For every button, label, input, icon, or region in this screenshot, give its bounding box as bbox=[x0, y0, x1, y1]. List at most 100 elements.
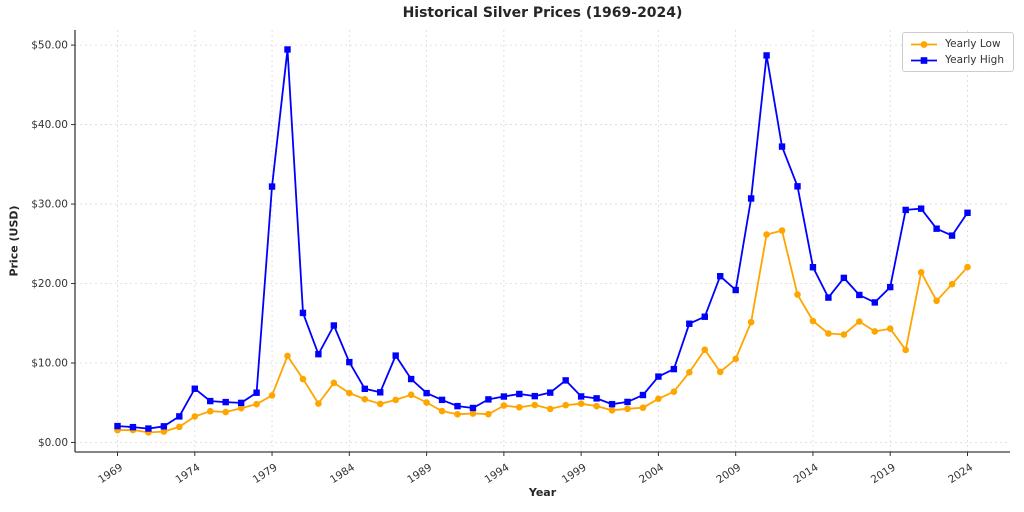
data-point bbox=[886, 325, 894, 332]
y-tick-label: $0.00 bbox=[38, 437, 68, 449]
data-point bbox=[902, 206, 909, 214]
line-square-marker-icon bbox=[911, 56, 938, 64]
data-point bbox=[268, 392, 276, 399]
data-point bbox=[717, 273, 724, 280]
data-point bbox=[485, 410, 492, 418]
data-point bbox=[670, 388, 678, 395]
x-tick-label: 1999 bbox=[560, 461, 589, 486]
data-point bbox=[547, 389, 554, 396]
data-point bbox=[593, 395, 600, 402]
chart-title: Historical Silver Prices (1969-2024) bbox=[402, 5, 683, 21]
data-point bbox=[747, 318, 755, 326]
data-point bbox=[176, 413, 183, 420]
x-tick-label: 1969 bbox=[96, 461, 125, 486]
data-point bbox=[330, 379, 338, 387]
data-point bbox=[686, 320, 693, 327]
data-point bbox=[160, 423, 168, 430]
data-point bbox=[562, 401, 569, 409]
data-point bbox=[686, 368, 693, 376]
data-point bbox=[624, 398, 631, 406]
data-point bbox=[438, 396, 446, 404]
data-point bbox=[207, 397, 214, 405]
data-point bbox=[716, 368, 724, 376]
data-point bbox=[377, 389, 384, 396]
data-point bbox=[701, 313, 708, 320]
data-point bbox=[454, 410, 461, 418]
data-point bbox=[454, 402, 461, 410]
x-tick-label: 1974 bbox=[173, 461, 202, 486]
data-point bbox=[114, 422, 121, 430]
data-point bbox=[299, 309, 307, 317]
data-point bbox=[485, 396, 492, 403]
data-point bbox=[809, 264, 817, 271]
legend-item-yearly-high: Yearly High bbox=[910, 54, 1004, 66]
data-point bbox=[608, 400, 616, 408]
data-point bbox=[129, 423, 137, 431]
data-point bbox=[407, 375, 415, 383]
data-point bbox=[531, 401, 539, 409]
data-point bbox=[469, 404, 477, 412]
data-point bbox=[237, 404, 245, 412]
data-point bbox=[701, 346, 709, 354]
data-point bbox=[593, 402, 600, 410]
data-point bbox=[933, 225, 940, 232]
data-point bbox=[964, 209, 971, 216]
data-point bbox=[917, 205, 925, 212]
legend: Yearly Low Yearly High bbox=[902, 32, 1014, 72]
data-point bbox=[376, 400, 384, 408]
data-point bbox=[222, 398, 229, 406]
x-tick-label: 2019 bbox=[869, 461, 898, 486]
data-point bbox=[500, 393, 508, 400]
data-point bbox=[809, 317, 817, 325]
data-point bbox=[191, 385, 198, 392]
data-point bbox=[577, 393, 585, 400]
data-point bbox=[655, 395, 662, 403]
y-tick-label: $30.00 bbox=[31, 199, 68, 211]
data-point bbox=[237, 399, 245, 407]
data-point bbox=[191, 413, 199, 420]
data-point bbox=[871, 299, 878, 306]
data-point bbox=[160, 428, 168, 435]
data-point bbox=[608, 406, 616, 414]
series-line bbox=[117, 229, 969, 434]
data-point bbox=[346, 358, 353, 366]
legend-item-yearly-low: Yearly Low bbox=[910, 38, 1004, 50]
data-point bbox=[392, 352, 399, 359]
x-tick-label: 1984 bbox=[328, 461, 357, 486]
data-point bbox=[825, 330, 832, 337]
data-point bbox=[794, 183, 801, 190]
data-point bbox=[964, 263, 971, 271]
x-tick-label: 1979 bbox=[251, 461, 280, 486]
data-point bbox=[732, 355, 739, 363]
x-tick-label: 1989 bbox=[405, 461, 434, 486]
data-point bbox=[206, 407, 214, 415]
data-point bbox=[840, 274, 848, 282]
data-point bbox=[361, 395, 369, 403]
data-point bbox=[840, 331, 848, 338]
data-point bbox=[763, 52, 770, 59]
data-point bbox=[948, 280, 956, 288]
data-point bbox=[268, 183, 276, 190]
data-point bbox=[176, 423, 183, 431]
data-point bbox=[469, 410, 477, 417]
y-tick-label: $10.00 bbox=[31, 357, 68, 369]
x-tick-label: 2014 bbox=[792, 461, 821, 486]
data-point bbox=[346, 389, 353, 397]
data-point bbox=[438, 407, 446, 415]
data-point bbox=[299, 375, 307, 383]
data-point bbox=[933, 297, 940, 305]
data-point bbox=[407, 391, 415, 399]
data-point bbox=[284, 46, 291, 53]
y-tick-label: $50.00 bbox=[31, 40, 68, 52]
data-point bbox=[577, 400, 585, 407]
x-tick-label: 1994 bbox=[483, 461, 512, 486]
data-point bbox=[856, 318, 863, 325]
data-point bbox=[546, 405, 554, 413]
data-point bbox=[423, 389, 430, 397]
y-tick-labels: $0.00 $10.00 $20.00 $30.00 $40.00 $50.00 bbox=[31, 40, 75, 449]
data-point bbox=[315, 400, 322, 407]
x-tick-label: 2024 bbox=[946, 461, 975, 486]
data-point bbox=[562, 377, 569, 384]
data-point bbox=[747, 195, 755, 202]
